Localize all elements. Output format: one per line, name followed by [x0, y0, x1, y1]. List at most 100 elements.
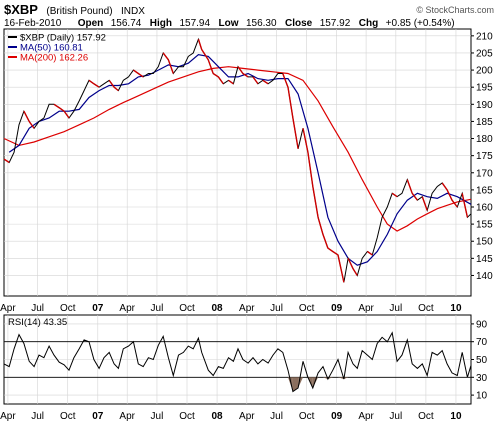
rsi-line — [3, 331, 472, 393]
price-down-segment — [237, 66, 244, 74]
rsi-x-tick-label: Apr — [119, 411, 135, 422]
price-x-tick-label: Jul — [31, 303, 44, 314]
price-down-segment — [302, 128, 309, 153]
rsi-x-tick-label: Oct — [60, 411, 76, 422]
rsi-grid — [4, 315, 471, 404]
price-y-tick-label: 140 — [476, 271, 493, 282]
price-down-segment — [108, 79, 115, 88]
price-down-segment — [137, 72, 144, 78]
rsi-oversold-fill — [337, 377, 344, 380]
rsi-x-tick-label: 08 — [212, 411, 224, 422]
price-y-tick-label: 175 — [476, 151, 493, 162]
price-down-segment — [421, 196, 428, 211]
price-down-segment — [207, 59, 214, 74]
price-down-segment — [93, 83, 100, 88]
price-y-tick-label: 180 — [476, 134, 493, 145]
rsi-x-tick-label: 09 — [331, 411, 343, 422]
price-x-tick-label: 08 — [212, 303, 224, 314]
price-down-segment — [262, 79, 269, 85]
price-down-segment — [322, 234, 329, 249]
price-y-tick-label: 185 — [476, 117, 493, 128]
price-down-segment — [451, 199, 458, 208]
price-marks — [3, 37, 472, 283]
price-down-segment — [292, 117, 299, 149]
price-y-tick-label: 145 — [476, 254, 493, 265]
high-label: High — [150, 18, 172, 29]
price-y-tick-label: 210 — [476, 31, 493, 42]
rsi-y-tick-label: 10 — [476, 391, 488, 402]
rsi-oversold-fill — [343, 377, 349, 380]
open-label: Open — [78, 18, 104, 29]
price-down-segment — [242, 72, 249, 78]
rsi-x-tick-label: Apr — [358, 411, 374, 422]
price-y-tick-label: 155 — [476, 220, 493, 231]
chg-value: +0.85 (+0.54%) — [386, 18, 455, 29]
rsi-x-tick-label: 07 — [92, 411, 104, 422]
price-down-segment — [411, 192, 418, 201]
close-value: 157.92 — [320, 18, 351, 29]
rsi-x-tick-label: Oct — [299, 411, 315, 422]
price-x-tick-label: Jul — [389, 303, 402, 314]
price-x-tick-label: Jul — [151, 303, 164, 314]
rsi-x-tick-label: Jul — [151, 411, 164, 422]
legend-label-ma200: MA(200) 162.26 — [20, 53, 88, 64]
price-x-tick-label: Oct — [60, 303, 76, 314]
price-y-tick-label: 160 — [476, 203, 493, 214]
price-x-axis: Apr Jul Oct 07 Apr Jul Oct 08 Apr Jul Oct 09 Apr Jul O… — [0, 303, 462, 314]
price-down-segment — [332, 250, 339, 256]
price-down-segment — [312, 186, 319, 218]
price-down-segment — [347, 258, 354, 269]
price-x-tick-label: Oct — [418, 303, 434, 314]
price-panel: 140 145 150 155 160 165 170 175 180 185 190 195 200 2… — [3, 28, 493, 297]
price-y-tick-label: 170 — [476, 168, 493, 179]
price-down-segment — [3, 158, 10, 164]
symbol-name: (British Pound) — [46, 6, 112, 17]
ma50-line — [8, 54, 472, 266]
price-down-segment — [113, 86, 119, 92]
rsi-x-tick-label: Jul — [389, 411, 402, 422]
price-down-segment — [317, 217, 324, 235]
price-x-tick-label: Apr — [358, 303, 374, 314]
price-down-segment — [63, 110, 70, 119]
price-x-tick-label: 09 — [331, 303, 343, 314]
price-down-segment — [287, 87, 294, 119]
price-x-tick-label: Oct — [299, 303, 315, 314]
open-value: 156.74 — [111, 18, 142, 29]
price-down-segment — [441, 182, 448, 191]
rsi-x-tick-label: Jul — [270, 411, 283, 422]
rsi-y-tick-label: 30 — [476, 373, 488, 384]
price-down-segment — [367, 250, 373, 256]
rsi-x-tick-label: Oct — [418, 411, 434, 422]
rsi-marks — [3, 331, 472, 393]
price-down-segment — [23, 110, 30, 122]
chart-header-title: $XBP (British Pound) INDX — [4, 1, 145, 18]
price-down-segment — [167, 59, 174, 74]
price-down-segment — [228, 79, 234, 85]
price-down-segment — [53, 103, 60, 109]
price-down-segment — [217, 76, 224, 85]
price-down-segment — [282, 73, 289, 88]
price-x-tick-label: 10 — [450, 303, 462, 314]
price-down-segment — [446, 189, 453, 201]
chg-label: Chg — [359, 18, 378, 29]
price-down-segment — [28, 121, 35, 129]
price-x-tick-label: 07 — [92, 303, 104, 314]
legend-label-price: $XBP (Daily) 157.92 — [20, 33, 106, 44]
price-y-tick-label: 195 — [476, 83, 493, 94]
price-down-segment — [252, 76, 259, 85]
price-x-tick-label: Apr — [239, 303, 255, 314]
price-down-segment — [197, 39, 203, 50]
price-x-tick-label: Apr — [119, 303, 135, 314]
price-down-segment — [461, 193, 469, 218]
high-value: 157.94 — [179, 18, 210, 29]
rsi-legend-label: RSI(14) 43.35 — [8, 317, 67, 328]
price-y-tick-label: 200 — [476, 66, 493, 77]
price-x-tick-label: Oct — [179, 303, 195, 314]
price-down-segment — [391, 192, 398, 198]
watermark: © StockCharts.com — [416, 5, 494, 15]
rsi-oversold-fill — [287, 377, 293, 392]
quote-line: 16-Feb-2010 Open 156.74 High 157.94 Low … — [4, 13, 455, 30]
price-down-segment — [58, 107, 65, 112]
